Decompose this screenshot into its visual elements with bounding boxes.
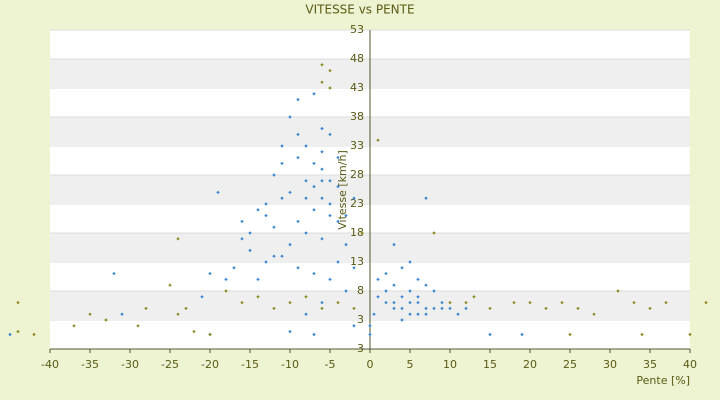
point: [16, 329, 20, 334]
point: [240, 300, 244, 305]
x-tick-label: 20: [523, 358, 537, 371]
x-tick-label: -40: [41, 358, 59, 371]
point: [320, 126, 324, 131]
point: [248, 248, 252, 253]
x-tick-label: 0: [367, 358, 374, 371]
point: [296, 97, 300, 102]
point: [240, 219, 244, 224]
point: [328, 68, 332, 73]
point: [208, 332, 212, 337]
x-tick-label: 30: [603, 358, 617, 371]
y-tick-label: 33: [350, 139, 364, 152]
point: [200, 295, 204, 299]
point: [216, 190, 220, 195]
point: [320, 80, 324, 84]
point: [176, 312, 180, 316]
y-tick-label: 23: [350, 197, 364, 210]
point: [328, 86, 332, 90]
point: [528, 300, 532, 305]
y-tick-label: 38: [350, 110, 364, 123]
x-tick-label: -35: [81, 358, 99, 371]
y-tick-label: 18: [350, 226, 364, 239]
point: [224, 289, 228, 293]
point: [688, 332, 692, 337]
point: [224, 277, 228, 282]
x-tick-label: 35: [643, 358, 657, 371]
y-tick-label: 53: [350, 23, 364, 36]
point: [640, 332, 644, 337]
point: [16, 300, 20, 305]
point: [632, 300, 636, 305]
point: [176, 237, 180, 241]
y-tick-label: 28: [350, 168, 364, 181]
x-tick-label: -15: [241, 358, 259, 371]
point: [240, 237, 244, 241]
point: [704, 300, 708, 305]
point: [144, 306, 148, 311]
point: [568, 332, 572, 337]
y-tick-label: 13: [350, 255, 364, 268]
point: [560, 300, 564, 305]
point: [184, 306, 188, 311]
x-tick-label: 15: [483, 358, 497, 371]
x-tick-label: -25: [161, 358, 179, 371]
point: [168, 283, 172, 287]
x-tick-label: -5: [325, 358, 336, 371]
y-tick-label: 48: [350, 52, 364, 65]
point: [616, 289, 620, 293]
x-tick-label: 25: [563, 358, 577, 371]
point: [288, 115, 292, 119]
point: [520, 332, 524, 337]
point: [248, 231, 252, 235]
x-tick-label: -30: [121, 358, 139, 371]
y-tick-label: 8: [357, 284, 364, 297]
point: [192, 329, 196, 334]
y-tick-label: 43: [350, 81, 364, 94]
x-tick-label: 40: [683, 358, 697, 371]
x-tick-label: 10: [443, 358, 457, 371]
chart-title: VITESSE vs PENTE: [305, 3, 414, 17]
y-tick-label: 3: [357, 313, 364, 326]
point: [664, 300, 668, 305]
point: [72, 324, 76, 328]
point: [208, 271, 212, 276]
point: [512, 300, 516, 305]
point: [592, 312, 596, 316]
x-tick-label: -20: [201, 358, 219, 371]
y-axis-title: Vitesse [km/h]: [336, 150, 349, 230]
point: [136, 324, 140, 328]
point: [232, 266, 236, 270]
point: [8, 332, 12, 337]
x-tick-label: -10: [281, 358, 299, 371]
point: [32, 332, 36, 337]
x-tick-label: 5: [407, 358, 414, 371]
x-axis-title: Pente [%]: [636, 374, 690, 387]
